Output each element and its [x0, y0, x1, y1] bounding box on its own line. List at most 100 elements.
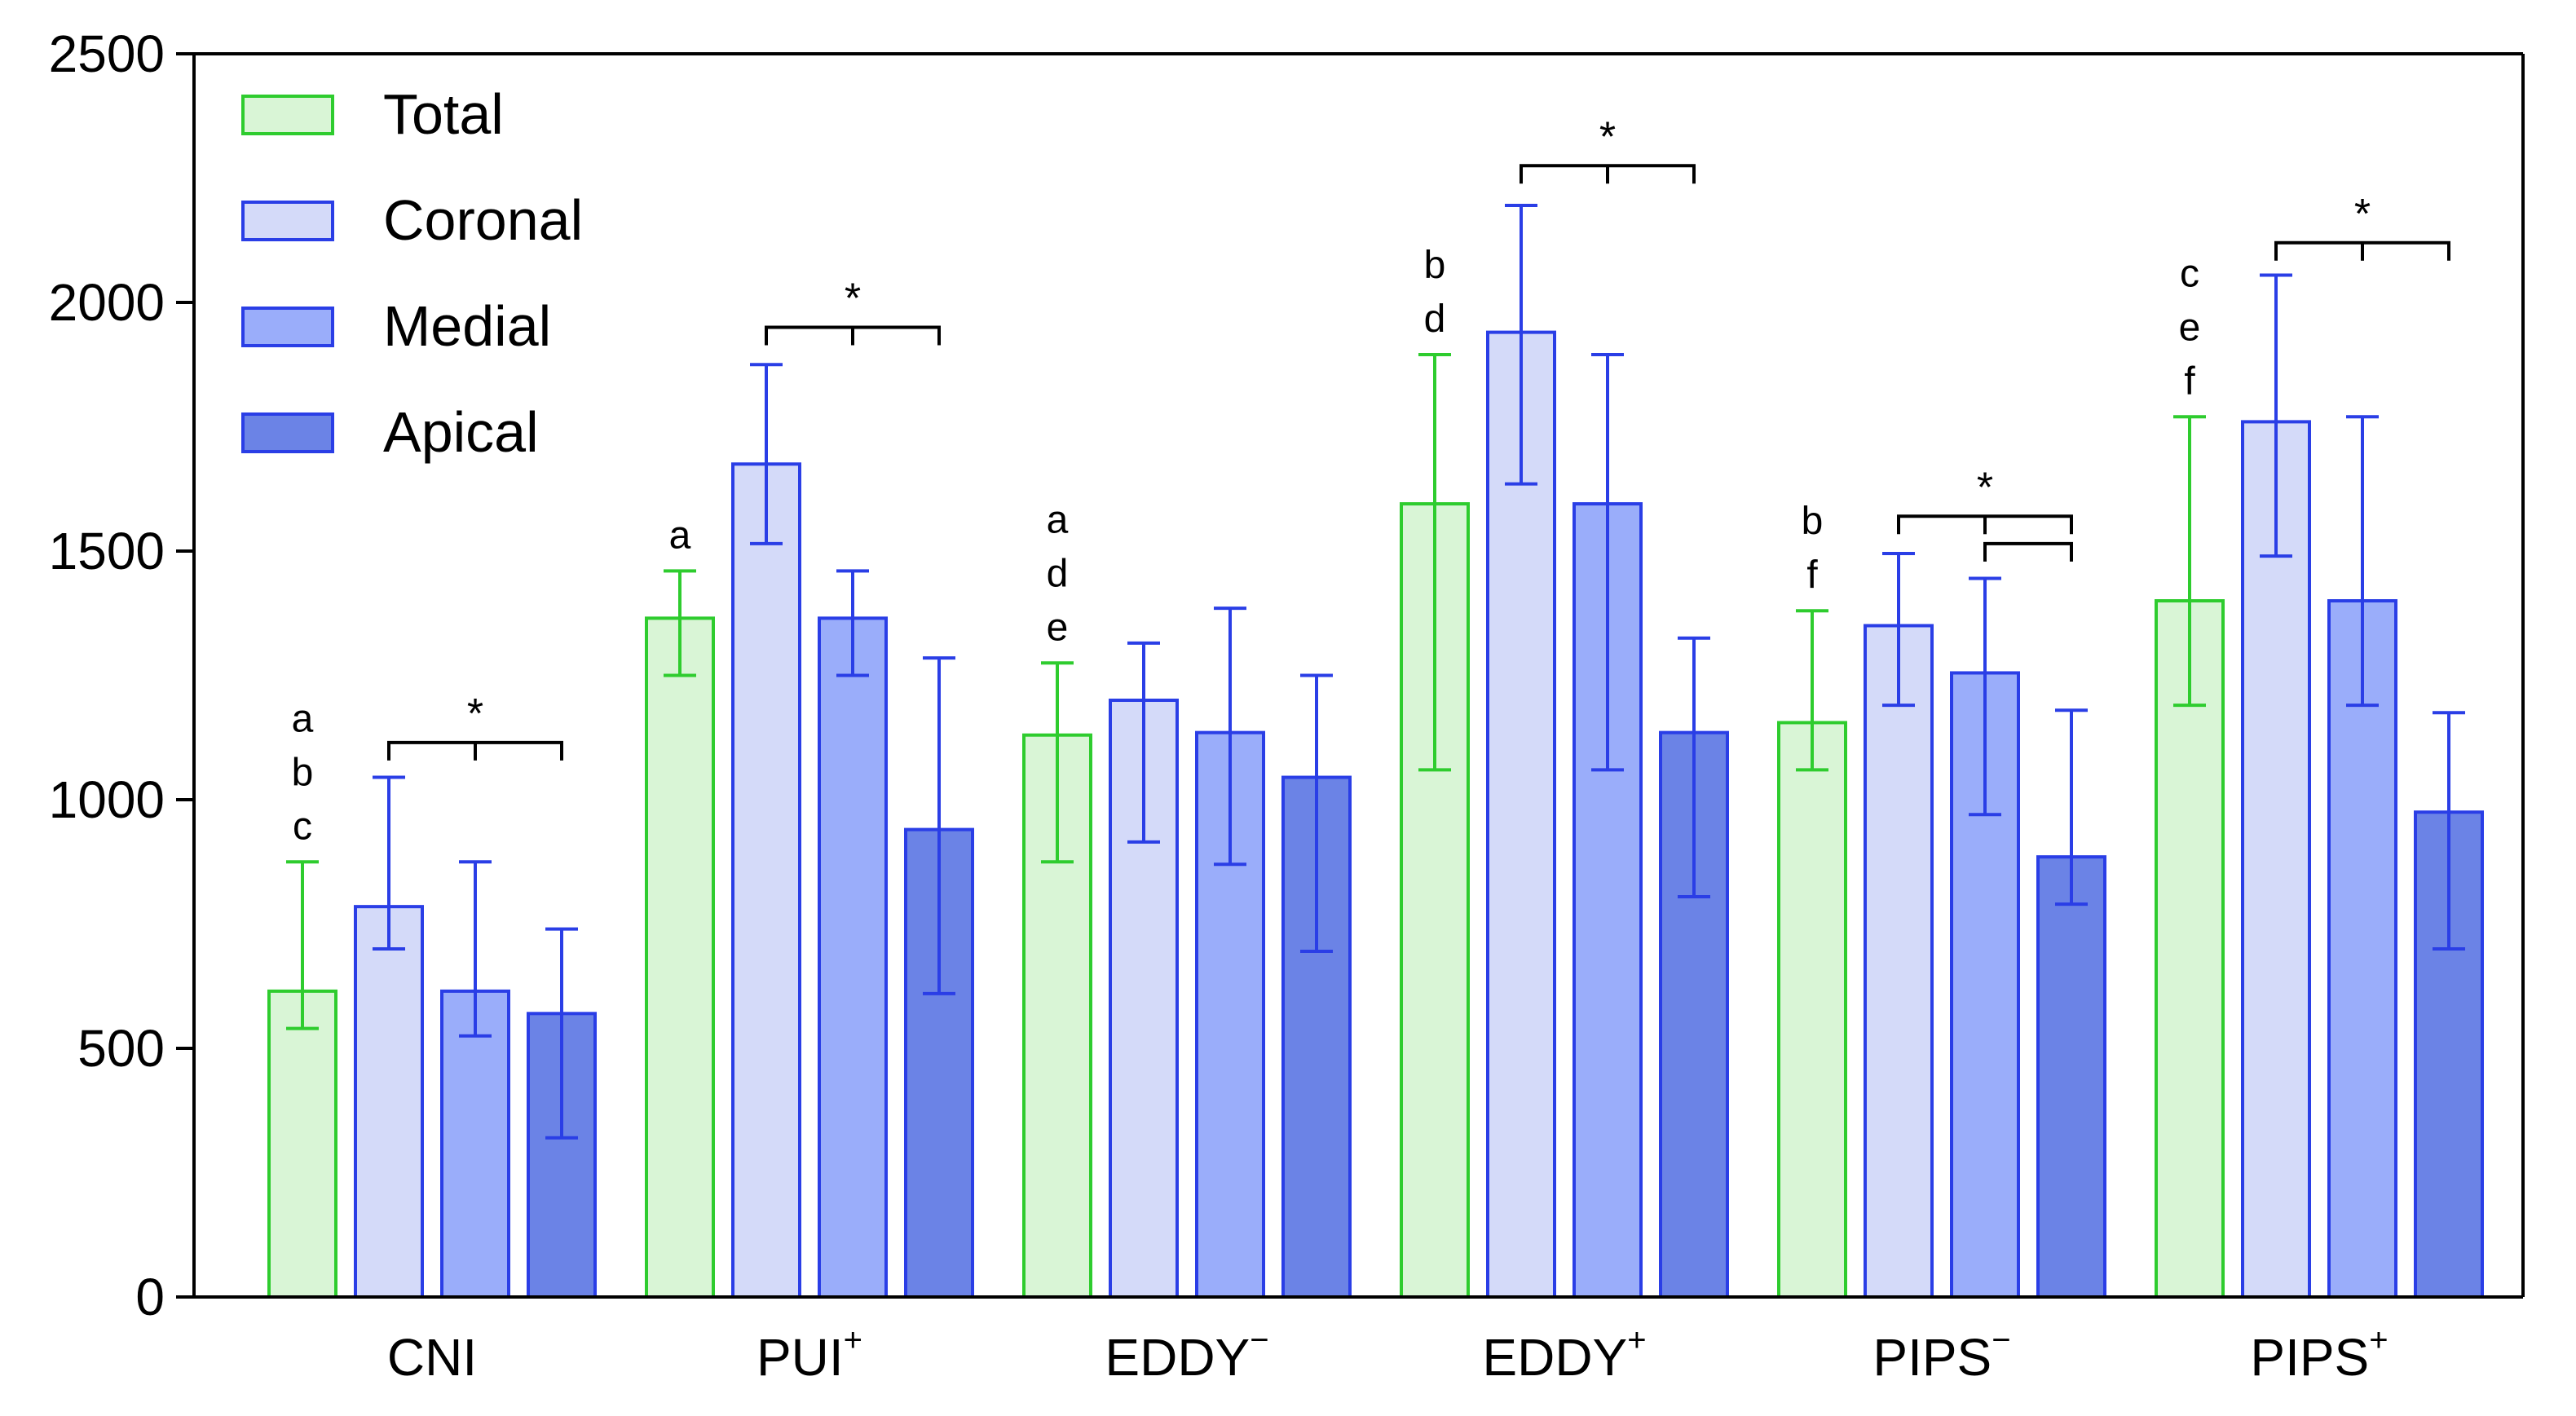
bars — [267, 330, 2484, 1299]
error-bar-coronal — [1127, 641, 1160, 844]
error-bar-total — [1418, 353, 1451, 772]
significance-letter: b — [292, 751, 314, 794]
x-tick-label: EDDY+ — [1482, 1322, 1646, 1387]
legend: Total Coronal Medial Apical — [241, 82, 583, 464]
significance-bracket — [1983, 541, 2073, 562]
legend-swatch — [241, 95, 334, 135]
x-tick-label: CNI — [387, 1328, 477, 1387]
x-tick-labels: CNI PUI+ EDDY− EDDY+ PIPS− PIPS+ — [387, 1322, 2389, 1387]
significance-letter: a — [292, 697, 314, 740]
bar-medial — [818, 616, 888, 1299]
significance-star: * — [1977, 464, 1993, 511]
significance-letter: c — [2180, 252, 2199, 295]
x-tick-label-base: PUI — [756, 1328, 844, 1387]
y-tick-label: 500 — [77, 1019, 165, 1078]
legend-swatch — [241, 201, 334, 241]
bar-coronal — [1864, 624, 1934, 1299]
y-tick-label: 2500 — [49, 24, 165, 83]
error-bar-total — [1041, 661, 1074, 864]
legend-swatch — [241, 412, 334, 453]
legend-item-medial: Medial — [241, 294, 551, 358]
bar-medial — [440, 989, 510, 1299]
x-tick-label-superscript: − — [1992, 1322, 2010, 1358]
significance-letter: c — [293, 805, 312, 848]
y-tick-label: 1000 — [49, 770, 165, 829]
legend-label: Apical — [383, 400, 539, 464]
significance-bracket: * — [2274, 191, 2450, 261]
bar-total — [645, 616, 715, 1299]
significance-bracket: * — [765, 276, 941, 346]
bar-coronal — [354, 905, 424, 1299]
x-tick-label-superscript: + — [1627, 1322, 1646, 1358]
y-axis-ticks: 0 500 1000 1500 2000 2500 — [49, 24, 194, 1326]
y-tick-label: 2000 — [49, 273, 165, 332]
error-bar-apical — [923, 656, 955, 995]
x-tick-label: EDDY− — [1105, 1322, 1268, 1387]
bar-coronal — [1486, 330, 1556, 1299]
x-tick-label-superscript: + — [844, 1322, 862, 1358]
x-tick-label-base: CNI — [387, 1328, 477, 1387]
error-bar-total — [664, 569, 696, 677]
x-tick-label-superscript: − — [1250, 1322, 1268, 1358]
y-tick-label: 1500 — [49, 522, 165, 580]
significance-letter: e — [2179, 306, 2201, 349]
bar-total — [267, 989, 337, 1299]
significance-letter: f — [1806, 554, 1818, 597]
significance-letter: d — [1424, 298, 1446, 341]
error-bar-medial — [836, 569, 869, 677]
significance-star: * — [845, 276, 861, 323]
significance-bracket: * — [1897, 464, 2073, 535]
bar-coronal — [2241, 420, 2311, 1299]
error-bar-medial — [2346, 415, 2379, 708]
significance-letter: a — [669, 514, 691, 557]
significance-bracket: * — [387, 690, 563, 761]
error-bar-total — [286, 860, 319, 1030]
legend-label: Medial — [383, 294, 551, 358]
legend-item-total: Total — [241, 82, 504, 146]
significance-star: * — [467, 690, 483, 738]
significance-letter: d — [1047, 552, 1069, 595]
x-tick-label: PIPS+ — [2250, 1322, 2388, 1387]
significance-letter: f — [2184, 360, 2195, 403]
significance-letter: e — [1047, 606, 1069, 649]
error-bar-coronal — [373, 775, 405, 951]
significance-letter: b — [1424, 244, 1446, 287]
legend-item-apical: Apical — [241, 400, 539, 464]
error-bar-medial — [1214, 607, 1246, 867]
x-tick-label: PIPS− — [1872, 1322, 2010, 1387]
error-bar-total — [2173, 415, 2206, 708]
error-bar-apical — [1678, 636, 1710, 898]
x-tick-label-base: EDDY — [1105, 1328, 1250, 1387]
x-tick-label-superscript: + — [2369, 1322, 2388, 1358]
significance-letter: a — [1047, 498, 1069, 541]
x-tick-label-base: PIPS — [2250, 1328, 2369, 1387]
error-bar-coronal — [2260, 273, 2292, 558]
x-tick-label-base: PIPS — [1872, 1328, 1992, 1387]
error-bar-coronal — [1882, 552, 1915, 708]
error-bars — [286, 204, 2465, 1140]
error-bar-coronal — [1505, 204, 1537, 486]
axes — [192, 52, 2525, 1299]
significance-letter: b — [1802, 500, 1824, 543]
x-tick-label: PUI+ — [756, 1322, 862, 1387]
error-bar-total — [1796, 609, 1828, 772]
bar-total — [1777, 721, 1847, 1299]
bar-total — [2155, 599, 2225, 1299]
legend-label: Total — [383, 82, 504, 146]
legend-label: Coronal — [383, 188, 583, 252]
error-bar-apical — [1300, 673, 1333, 954]
y-tick-label: 0 — [135, 1268, 165, 1326]
bar-coronal — [731, 462, 801, 1299]
significance-bracket: * — [1520, 113, 1696, 184]
significance-star: * — [1599, 113, 1616, 161]
x-tick-label-base: EDDY — [1482, 1328, 1627, 1387]
error-bar-apical — [2433, 711, 2465, 951]
bar-apical — [2036, 855, 2106, 1299]
error-bar-medial — [1969, 576, 2001, 817]
legend-swatch — [241, 307, 334, 347]
significance-star: * — [2354, 191, 2371, 238]
error-bar-coronal — [750, 363, 783, 545]
bracket-line — [1983, 541, 2073, 562]
